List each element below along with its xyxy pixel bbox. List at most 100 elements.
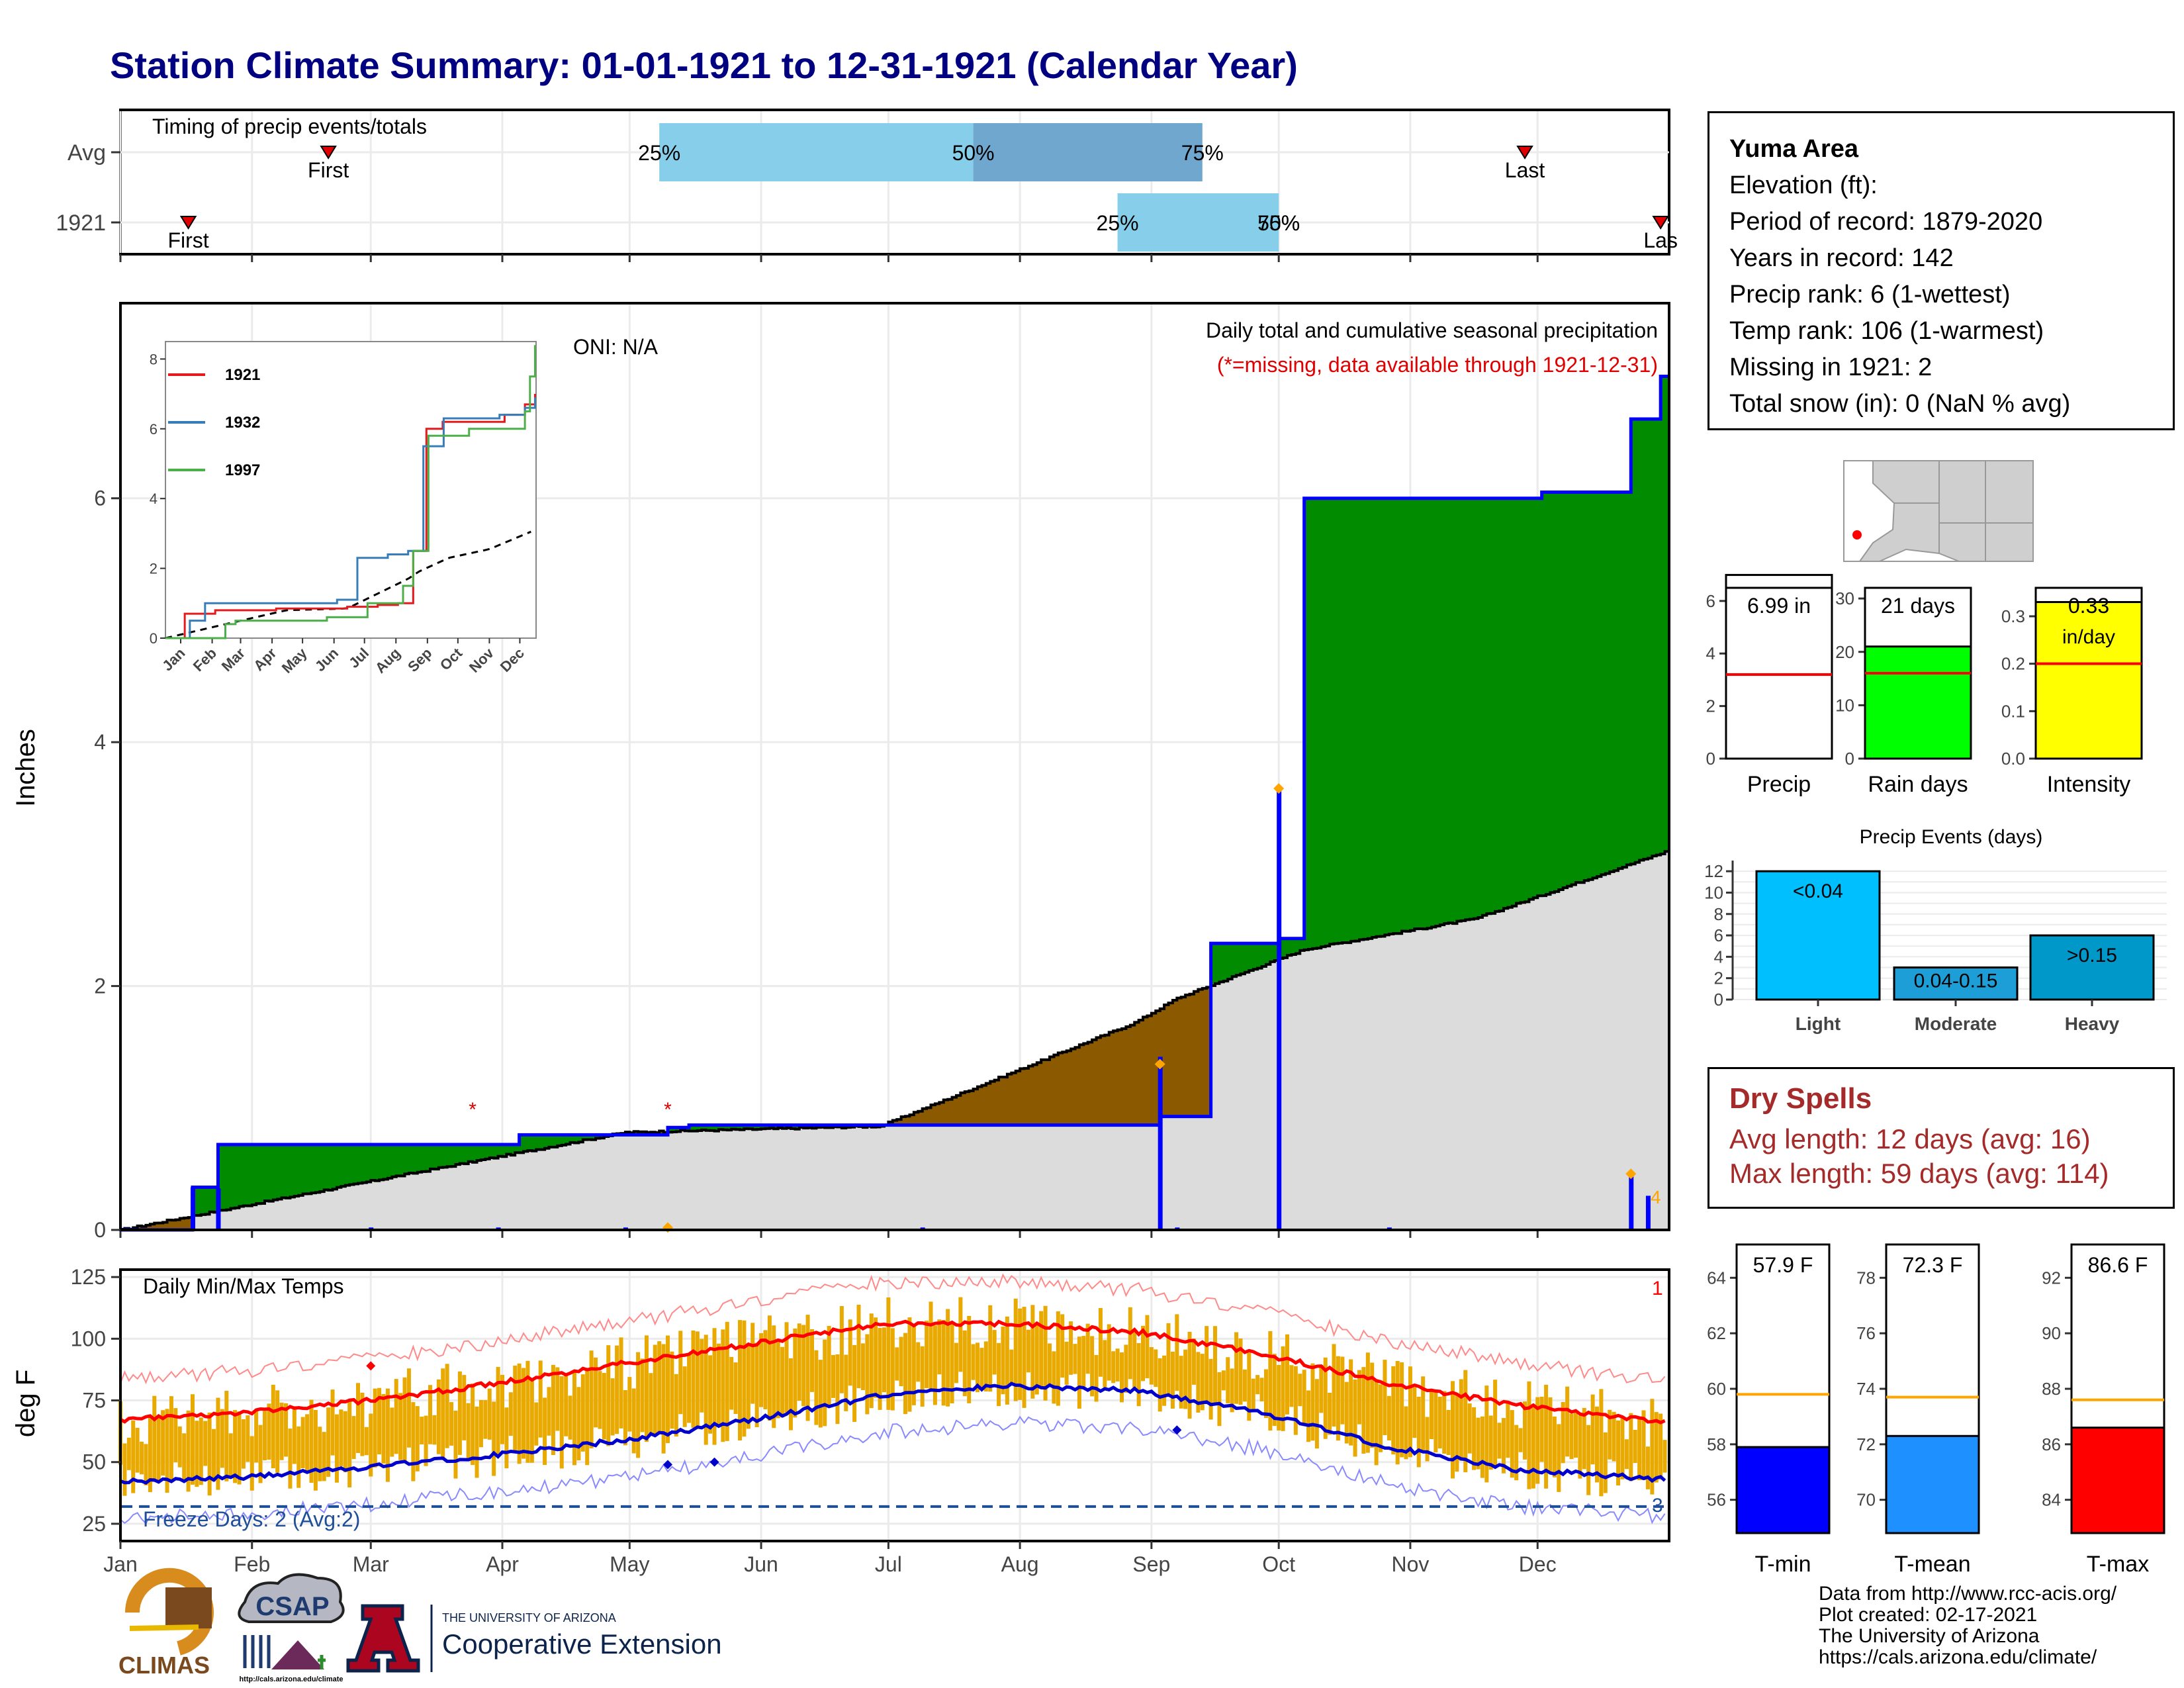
temp-average-min-line bbox=[120, 1382, 1666, 1485]
daily-precip-bar-4 bbox=[1629, 1175, 1634, 1230]
tempbar-0-value-bar bbox=[1735, 1446, 1831, 1534]
dry-spells-max-length: Max length: 59 days (avg: 114) bbox=[1729, 1158, 2109, 1189]
tempbar-2-label: T-max bbox=[2087, 1552, 2149, 1577]
daily-precip-bar-3 bbox=[1277, 788, 1282, 1230]
precip-ylabel: Inches bbox=[11, 729, 40, 807]
events-bar-label-0: <0.04 bbox=[1793, 880, 1843, 902]
missing-data-marker-0: * bbox=[469, 1099, 477, 1121]
tempbar-2-value-label: 86.6 F bbox=[2088, 1253, 2148, 1277]
inset-series-line-1997 bbox=[165, 345, 536, 639]
tempbar-0-ytick-label-1: 58 bbox=[1707, 1434, 1726, 1454]
tempbar-1-value-label: 72.3 F bbox=[1903, 1253, 1963, 1277]
tempbar-0-label: T-min bbox=[1755, 1552, 1811, 1577]
timing-year-label-75: 75% bbox=[1257, 211, 1300, 235]
inset-ytick-label-4: 8 bbox=[150, 351, 158, 367]
temp-ytick-label-4: 125 bbox=[71, 1265, 106, 1289]
inset-ytick-label-0: 0 bbox=[150, 630, 158, 647]
precip-above-average-area bbox=[192, 376, 1669, 1216]
station-elevation: Elevation (ft): bbox=[1729, 171, 1878, 199]
temp-summary-bars: 56 58 60 62 64 57.9 F T-min 70 72 74 76 78 72.3 F T-m… bbox=[1707, 1243, 2165, 1577]
timing-year-label-50: 50% bbox=[1257, 211, 1300, 235]
inset-legend-label-1997: 1997 bbox=[225, 461, 260, 479]
timing-row-year-label: 1921 bbox=[56, 211, 106, 236]
temp-record-marker-2 bbox=[709, 1457, 719, 1467]
tempbar-2-ytick-label-2: 88 bbox=[2042, 1379, 2061, 1399]
events-bar-moderate bbox=[1893, 966, 2019, 1001]
temp-ytick-label-0: 25 bbox=[82, 1512, 106, 1536]
temp-average-max-line bbox=[119, 1319, 1666, 1425]
station-name: Yuma Area bbox=[1729, 135, 1859, 163]
events-bar-heavy bbox=[2029, 934, 2155, 1001]
precip-panel-subtitle: (*=missing, data available through 1921-… bbox=[1217, 353, 1658, 377]
events-bar-light bbox=[1755, 870, 1881, 1001]
month-label-7: Aug bbox=[1001, 1552, 1039, 1576]
tempbar-0-ytick-label-4: 64 bbox=[1707, 1268, 1726, 1288]
timing-avg-last-marker bbox=[1516, 146, 1533, 160]
climas-logo: CLIMAS bbox=[118, 1568, 214, 1679]
events-ytick-label-1: 2 bbox=[1714, 968, 1723, 988]
temp-record-marker-1 bbox=[663, 1460, 673, 1470]
oni-label: ONI: N/A bbox=[573, 335, 659, 359]
timing-avg-label-50: 50% bbox=[952, 141, 995, 165]
station-precip-rank: Precip rank: 6 (1-wettest) bbox=[1729, 281, 2011, 308]
tempbar-1-ytick-label-1: 72 bbox=[1856, 1434, 1876, 1454]
precip-ytick-label-2: 4 bbox=[94, 730, 106, 754]
tempbar-0-frame bbox=[1735, 1243, 1831, 1534]
timing-year-last-label: Las bbox=[1643, 228, 1678, 252]
station-location-dot bbox=[1852, 530, 1862, 539]
station-snow: Total snow (in): 0 (NaN % avg) bbox=[1729, 390, 2071, 418]
timing-avg-first-label: First bbox=[308, 158, 349, 182]
summary-0-value-label: 6.99 in bbox=[1747, 594, 1811, 618]
dry-spells-avg-length: Avg length: 12 days (avg: 16) bbox=[1729, 1123, 2091, 1154]
tempbar-1-ytick-label-0: 70 bbox=[1856, 1490, 1876, 1510]
events-category-label-2: Heavy bbox=[2065, 1013, 2120, 1034]
summary-2-value-bar bbox=[2034, 601, 2143, 760]
credit-plot-created: Plot created: 02-17-2021 bbox=[1819, 1604, 2038, 1626]
summary-0-value-bar bbox=[1725, 574, 1833, 760]
inset-legend-label-1921: 1921 bbox=[225, 366, 260, 384]
tempbar-0-value-label: 57.9 F bbox=[1753, 1253, 1813, 1277]
summary-2-label: Intensity bbox=[2047, 772, 2131, 797]
month-label-5: Jun bbox=[744, 1552, 778, 1576]
events-bar-label-2: >0.15 bbox=[2067, 945, 2117, 966]
station-period: Period of record: 1879-2020 bbox=[1729, 208, 2043, 236]
temp-record-high-line bbox=[120, 1273, 1666, 1384]
summary-1-ytick-label-3: 30 bbox=[1835, 588, 1854, 608]
month-label-2: Mar bbox=[353, 1552, 389, 1576]
timing-panel-label: Timing of precip events/totals bbox=[152, 115, 427, 138]
tempbar-1-ytick-label-3: 76 bbox=[1856, 1323, 1876, 1343]
timing-year-label-25: 25% bbox=[1097, 211, 1139, 235]
month-label-6: Jul bbox=[875, 1552, 902, 1576]
tempbar-1-value-bar bbox=[1885, 1434, 1980, 1534]
dry-spells-box: Dry Spells Avg length: 12 days (avg: 16)… bbox=[1707, 1067, 2175, 1209]
precip-ytick-label-3: 6 bbox=[94, 487, 106, 510]
precip-ytick-label-0: 0 bbox=[94, 1218, 106, 1242]
precip-observed-cumulative-line bbox=[120, 375, 1669, 1232]
summary-0-ytick-label-3: 6 bbox=[1706, 591, 1715, 611]
timing-year-bar-q25-q50 bbox=[1117, 193, 1279, 252]
precip-event-diamond-2 bbox=[1273, 783, 1285, 794]
month-label-10: Nov bbox=[1391, 1552, 1429, 1576]
summary-2-ytick-label-0: 0.0 bbox=[2001, 749, 2025, 769]
precip-below-average-area bbox=[120, 987, 1211, 1230]
tempbar-0-ytick-label-0: 56 bbox=[1707, 1490, 1726, 1510]
summary-0-label: Precip bbox=[1747, 772, 1811, 797]
summary-2-ytick-label-3: 0.3 bbox=[2001, 606, 2025, 626]
temp-ylabel: deg F bbox=[11, 1370, 40, 1437]
summary-1-value-bar bbox=[1864, 645, 1972, 760]
summary-1-ytick-label-0: 0 bbox=[1845, 749, 1854, 769]
daily-precip-bar-5 bbox=[1645, 1196, 1651, 1230]
daily-precip-bar-2 bbox=[1158, 1056, 1163, 1230]
timing-avg-label-75: 75% bbox=[1181, 141, 1224, 165]
temp-panel: 25 50 75 100 125 Daily Min/Max Temps Freeze … bbox=[11, 1265, 1670, 1576]
events-ytick-label-0: 0 bbox=[1714, 990, 1723, 1009]
credit-data-source: Data from http://www.rcc-acis.org/ bbox=[1819, 1583, 2117, 1605]
timing-avg-label-25: 25% bbox=[638, 141, 680, 165]
temp-record-marker-0 bbox=[366, 1361, 376, 1371]
timing-avg-bar-q50-q75 bbox=[973, 123, 1203, 181]
summary-1-ytick-label-1: 10 bbox=[1835, 695, 1854, 715]
record-low-count: 3 bbox=[1652, 1495, 1663, 1517]
month-label-4: May bbox=[610, 1552, 649, 1576]
